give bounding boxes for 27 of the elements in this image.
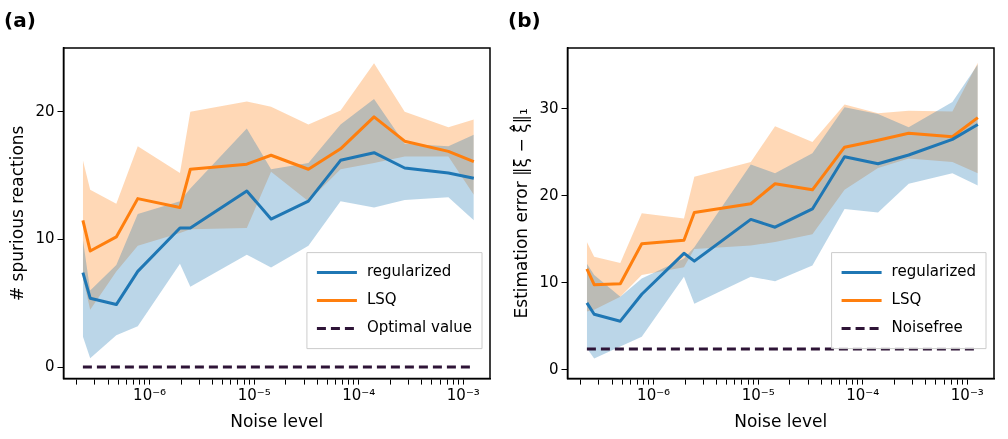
y-axis-title: # spurious reactions	[6, 125, 27, 302]
x-tick-label: 10⁻⁴	[342, 386, 376, 405]
y-tick-label: 10	[539, 272, 559, 291]
legend-label: regularized	[891, 262, 977, 281]
x-tick-label: 10⁻³	[446, 386, 480, 405]
y-axis-title: Estimation error ‖ξ − ξ̂‖₁	[508, 108, 531, 319]
x-tick-label: 10⁻⁵	[741, 386, 775, 405]
y-tick-label: 30	[539, 98, 559, 117]
chart-title: (b)	[508, 8, 541, 33]
legend-label: regularized	[366, 262, 452, 281]
legend-label: LSQ	[366, 290, 397, 309]
x-tick-label: 10⁻⁶	[637, 386, 671, 405]
x-axis-title: Noise level	[734, 411, 828, 432]
x-tick-label: 10⁻⁵	[237, 386, 271, 405]
y-tick-label: 20	[539, 185, 559, 204]
y-tick-label: 10	[35, 229, 55, 248]
x-axis-title: Noise level	[230, 411, 324, 432]
y-tick-label: 0	[548, 359, 559, 378]
x-tick-label: 10⁻⁶	[133, 386, 167, 405]
legend-label: Noisefree	[891, 318, 963, 337]
legend-label: Optimal value	[366, 318, 473, 337]
y-tick-label: 20	[35, 101, 55, 120]
chart-title: (a)	[4, 8, 36, 33]
y-tick-label: 0	[44, 357, 55, 375]
x-tick-label: 10⁻³	[950, 386, 984, 405]
x-tick-label: 10⁻⁴	[846, 386, 880, 405]
legend-label: LSQ	[891, 290, 922, 309]
